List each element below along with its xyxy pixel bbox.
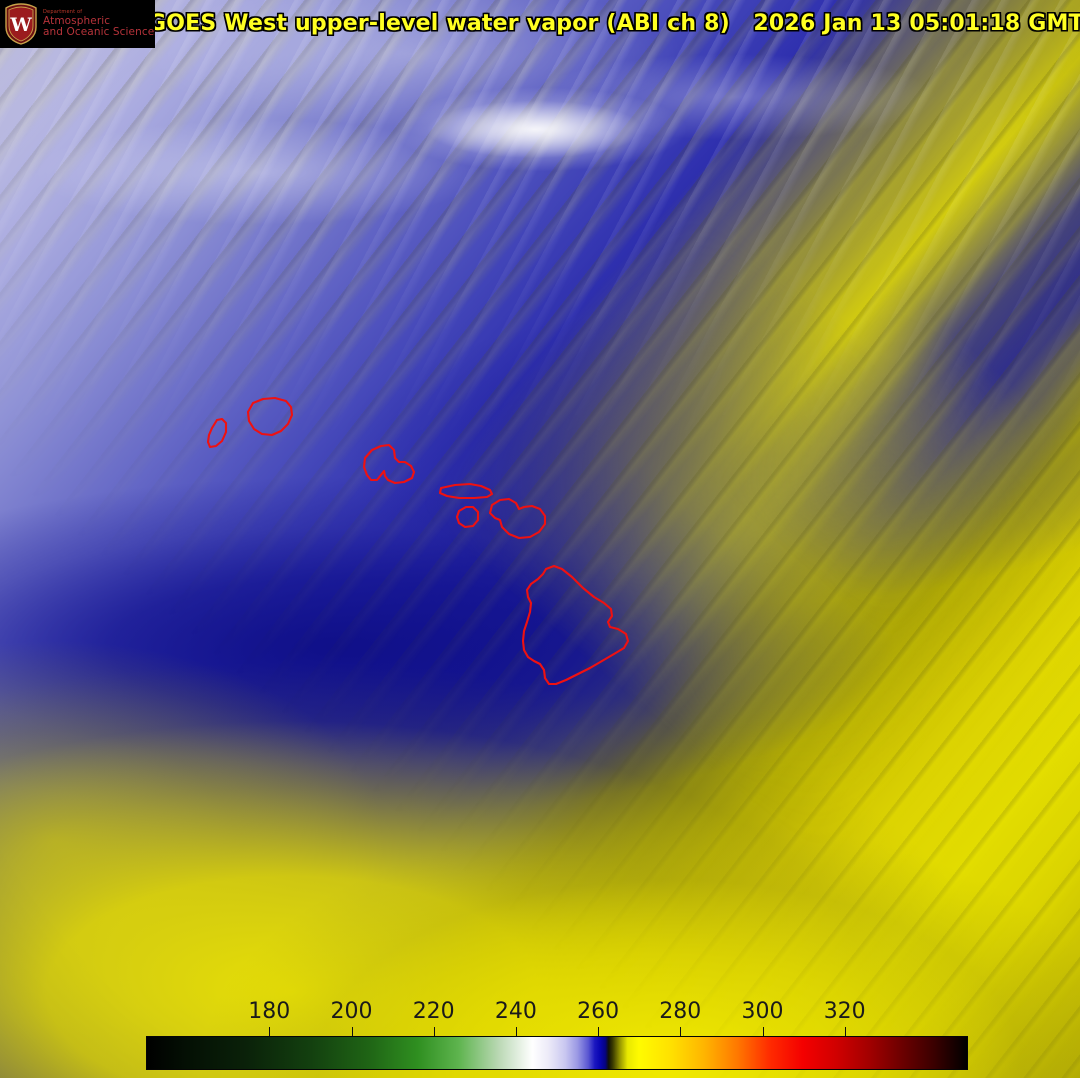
logo-line-oceanic: and Oceanic Sciences xyxy=(43,25,155,38)
colorbar-tick xyxy=(515,1027,517,1036)
colorbar: 180 200 220 240 260 280 300 320 xyxy=(146,999,968,1070)
colorbar-tick xyxy=(351,1027,353,1036)
colorbar-tick xyxy=(269,1027,271,1036)
island-outline-maui xyxy=(488,497,547,540)
colorbar-tick-label: 180 xyxy=(248,999,291,1024)
colorbar-tick-label: 280 xyxy=(659,999,702,1024)
colorbar-tick-label: 240 xyxy=(494,999,537,1024)
colorbar-tick-label: 200 xyxy=(330,999,373,1024)
colorbar-tick xyxy=(433,1027,435,1036)
colorbar-tick-label: 300 xyxy=(741,999,784,1024)
colorbar-tick xyxy=(598,1027,600,1036)
colorbar-gradient xyxy=(146,1036,968,1070)
island-outline-hawaii xyxy=(521,564,630,686)
island-outline-lanai xyxy=(455,505,480,529)
uw-crest-icon: W xyxy=(4,3,38,45)
colorbar-tick xyxy=(680,1027,682,1036)
island-outline-kauai xyxy=(246,396,294,437)
colorbar-tick-label: 320 xyxy=(823,999,866,1024)
uw-aos-logo: W Department of Atmospheric and Oceanic … xyxy=(0,0,155,48)
colorbar-tick-label: 260 xyxy=(577,999,620,1024)
island-outline-oahu xyxy=(362,443,416,485)
colorbar-tick xyxy=(762,1027,764,1036)
logo-line-atmospheric: Atmospheric xyxy=(43,14,111,27)
island-outline-niihau xyxy=(206,417,228,449)
island-outline-molokai xyxy=(438,482,494,500)
logo-text-block: Department of Atmospheric and Oceanic Sc… xyxy=(43,9,155,38)
colorbar-tick xyxy=(844,1027,846,1036)
svg-text:W: W xyxy=(9,14,32,36)
logo-department-prefix: Department of xyxy=(43,9,83,16)
colorbar-tick-label: 220 xyxy=(412,999,455,1024)
